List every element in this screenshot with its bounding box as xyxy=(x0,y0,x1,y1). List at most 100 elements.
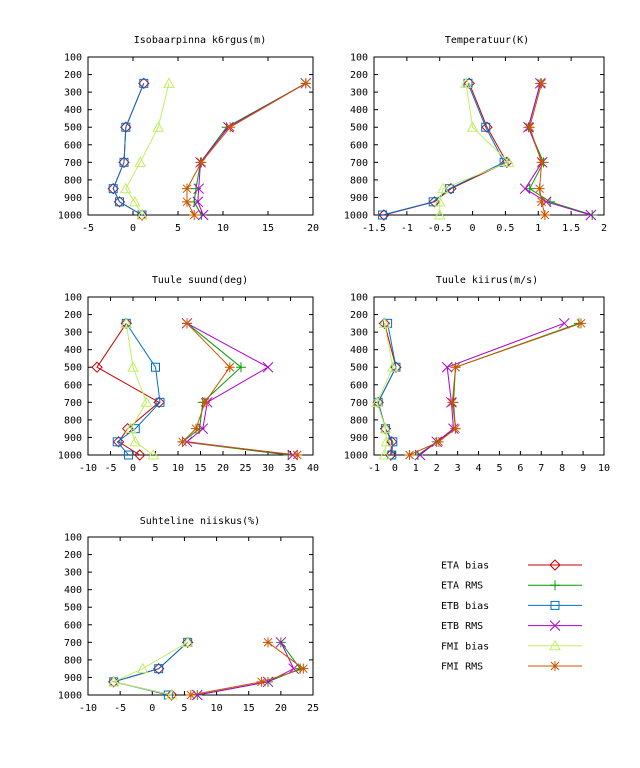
data-point-eta-bias xyxy=(138,77,150,90)
data-point-fmi-bias xyxy=(378,317,391,328)
x-tick-label: 0 xyxy=(130,223,136,234)
data-point-fmi-bias xyxy=(466,121,479,132)
data-point-fmi-bias xyxy=(379,422,392,434)
y-tick-label: 300 xyxy=(350,88,368,99)
y-tick-label: 1000 xyxy=(344,451,368,462)
legend-marker xyxy=(549,639,561,651)
data-point-fmi-bias xyxy=(165,688,178,700)
x-tick-label: -0.5 xyxy=(428,223,452,234)
data-point-etb-rms xyxy=(192,196,204,208)
legend-label: ETA bias xyxy=(441,561,489,572)
y-tick-label: 1000 xyxy=(58,691,82,702)
y-tick-label: 300 xyxy=(64,88,82,99)
x-tick-label: 2 xyxy=(434,463,440,474)
x-tick-label: 5 xyxy=(496,463,502,474)
x-tick-label: -1 xyxy=(401,223,413,234)
y-tick-label: 300 xyxy=(64,328,82,339)
data-point-fmi-bias xyxy=(152,121,165,132)
series-line-eta-rms xyxy=(417,322,580,456)
x-tick-label: 40 xyxy=(307,463,319,474)
data-point-fmi-bias xyxy=(107,675,120,687)
data-point-fmi-bias xyxy=(163,77,175,88)
panel-title: Isobaarpinna k6rgus(m) xyxy=(134,35,266,46)
x-tick-label: 3 xyxy=(455,463,461,474)
x-tick-label: -10 xyxy=(79,463,97,474)
x-tick-label: -10 xyxy=(79,703,97,714)
y-tick-label: 800 xyxy=(64,175,82,186)
series-line-fmi-rms xyxy=(190,641,305,696)
y-tick-label: 700 xyxy=(64,398,82,409)
y-tick-label: 900 xyxy=(64,433,82,444)
data-point-fmi-bias xyxy=(433,195,446,207)
plot-frame xyxy=(87,536,314,696)
data-point-fmi-rms xyxy=(404,450,415,460)
x-tick-label: 1 xyxy=(535,223,541,234)
series-line-fmi-rms xyxy=(409,322,582,456)
panel-relative-humidity: Suhteline niiskus(%) 1002003004005006007… xyxy=(58,516,319,714)
panel-temperature: Temperatuur(K) 100 200 300 400 500 600 700 800 9… xyxy=(344,35,607,234)
y-tick-label: 300 xyxy=(350,328,368,339)
data-point-eta-bias xyxy=(134,449,146,461)
data-point-eta-bias xyxy=(153,662,165,675)
data-point-etb-bias xyxy=(108,184,118,194)
data-point-fmi-bias xyxy=(437,182,449,194)
data-point-fmi-rms xyxy=(536,157,547,168)
data-point-fmi-rms xyxy=(200,397,210,408)
y-tick-label: 100 xyxy=(64,293,82,304)
legend-marker xyxy=(549,559,561,571)
series-line-eta-bias xyxy=(383,83,508,216)
x-tick-label: 0 xyxy=(130,463,136,474)
data-point-etb-rms xyxy=(441,361,453,373)
x-tick-label: -5 xyxy=(82,223,94,234)
data-point-etb-bias xyxy=(119,157,129,167)
legend-label: ETB RMS xyxy=(441,621,483,632)
series-line-eta-bias xyxy=(96,323,160,456)
series-line-etb-bias xyxy=(116,323,161,456)
x-tick-label: 0.5 xyxy=(496,223,514,234)
x-tick-label: 10 xyxy=(598,463,610,474)
data-point-fmi-rms xyxy=(447,397,458,408)
data-point-eta-bias xyxy=(463,77,475,90)
x-tick-label: 15 xyxy=(194,463,206,474)
y-tick-label: 400 xyxy=(64,345,82,356)
y-tick-label: 400 xyxy=(64,105,82,116)
data-point-eta-rms xyxy=(236,362,246,373)
data-point-fmi-rms xyxy=(292,450,303,460)
x-tick-label: 15 xyxy=(243,703,255,714)
data-point-eta-bias xyxy=(113,196,126,208)
x-tick-label: 35 xyxy=(284,463,296,474)
y-tick-label: 100 xyxy=(64,53,82,64)
y-tick-label: 100 xyxy=(64,533,82,544)
data-point-eta-bias xyxy=(165,689,178,701)
data-point-fmi-rms xyxy=(224,362,235,373)
y-tick-label: 600 xyxy=(350,380,368,391)
panel-title: Tuule suund(deg) xyxy=(152,275,248,286)
data-point-fmi-rms xyxy=(524,122,535,133)
legend-marker xyxy=(550,661,560,671)
data-point-etb-rms xyxy=(585,209,597,221)
x-tick-label: 25 xyxy=(307,703,319,714)
data-point-etb-bias xyxy=(112,437,122,447)
series-line-fmi-bias xyxy=(376,323,394,456)
data-point-fmi-bias xyxy=(136,662,149,674)
data-point-eta-bias xyxy=(120,317,132,330)
data-point-eta-rms xyxy=(587,210,598,220)
data-point-fmi-bias xyxy=(181,636,194,647)
series-line-etb-rms xyxy=(419,322,565,456)
x-tick-label: 5 xyxy=(181,703,187,714)
data-point-etb-rms xyxy=(262,361,274,373)
data-point-etb-bias xyxy=(378,210,388,220)
y-tick-label: 500 xyxy=(64,123,82,134)
x-tick-label: 25 xyxy=(239,463,251,474)
data-point-fmi-rms xyxy=(225,122,236,133)
y-tick-label: 500 xyxy=(350,123,368,134)
data-point-fmi-rms xyxy=(177,436,188,447)
series-line-fmi-bias xyxy=(125,323,154,456)
data-point-etb-rms xyxy=(197,209,209,221)
data-point-etb-rms xyxy=(275,636,287,648)
data-point-etb-bias xyxy=(151,362,160,372)
data-point-eta-bias xyxy=(91,361,103,373)
data-point-etb-bias xyxy=(139,78,149,88)
y-tick-label: 500 xyxy=(64,603,82,614)
